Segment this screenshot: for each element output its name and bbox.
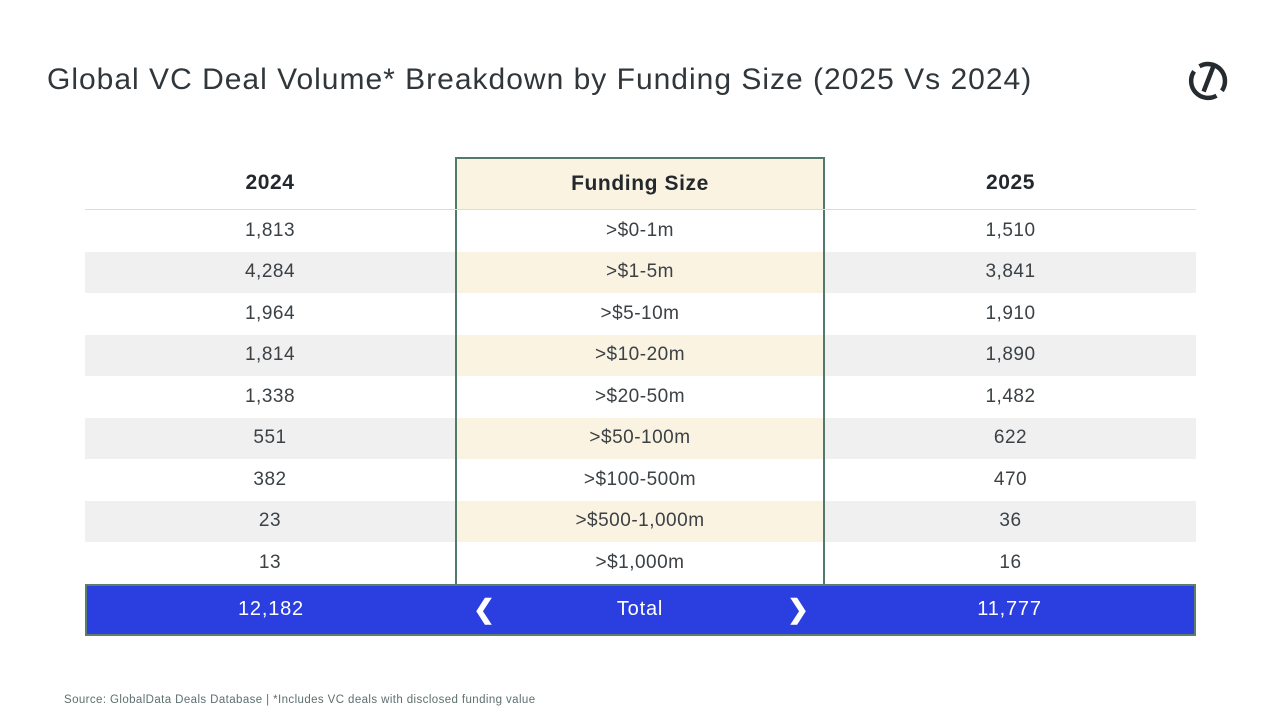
value-2025: 1,890 [825, 334, 1196, 376]
column-header-2024: 2024 [245, 171, 295, 194]
column-header-funding-size: Funding Size [455, 157, 825, 209]
value-2024: 1,964 [244, 302, 296, 324]
value-2025: 1,910 [985, 302, 1036, 324]
funding-size-label: >$500-1,000m [455, 500, 825, 542]
funding-size-table: 2024 Funding Size 2025 1,813 >$0-1m 1,51… [85, 157, 1196, 636]
value-2025: 1,482 [985, 385, 1036, 407]
table-row: 13 >$1,000m 16 [85, 542, 1196, 584]
funding-size-label: >$20-50m [455, 376, 825, 418]
value-2024: 551 [85, 417, 455, 459]
globaldata-logo-icon [1188, 61, 1228, 101]
value-2025: 36 [825, 500, 1196, 542]
total-label: Total [616, 598, 664, 620]
value-2025: 1,510 [985, 219, 1036, 241]
total-value-2025: 11,777 [977, 598, 1042, 620]
column-header-2025: 2025 [985, 171, 1036, 194]
value-2024: 23 [85, 500, 455, 542]
value-2025: 470 [993, 468, 1028, 490]
chevron-left-icon: ❮ [473, 594, 495, 624]
value-2024: 1,813 [244, 219, 296, 241]
table-row: 23 >$500-1,000m 36 [85, 500, 1196, 542]
chevron-right-icon: ❯ [787, 594, 809, 624]
table-row: 1,964 >$5-10m 1,910 [85, 293, 1196, 335]
funding-size-label: >$10-20m [455, 334, 825, 376]
value-2024: 13 [258, 551, 282, 573]
value-2025: 622 [825, 417, 1196, 459]
total-value-2024: 12,182 [238, 598, 304, 620]
table-row: 551 >$50-100m 622 [85, 417, 1196, 459]
table-row: 4,284 >$1-5m 3,841 [85, 251, 1196, 293]
value-2025: 3,841 [825, 251, 1196, 293]
page-title: Global VC Deal Volume* Breakdown by Fund… [47, 63, 1033, 96]
value-2024: 1,338 [244, 385, 296, 407]
value-2025: 16 [999, 551, 1022, 573]
table-header-row: 2024 Funding Size 2025 [85, 157, 1196, 210]
funding-size-label: >$0-1m [455, 210, 825, 252]
funding-size-label: >$5-10m [455, 293, 825, 335]
funding-size-label: >$1,000m [455, 542, 825, 584]
value-2024: 4,284 [85, 251, 455, 293]
table-row: 1,338 >$20-50m 1,482 [85, 376, 1196, 418]
funding-size-label: >$100-500m [455, 459, 825, 501]
value-2024: 1,814 [85, 334, 455, 376]
total-row: 12,182 Total 11,777 ❮ ❯ [85, 583, 1196, 636]
table-row: 1,813 >$0-1m 1,510 [85, 210, 1196, 252]
table-row: 382 >$100-500m 470 [85, 459, 1196, 501]
table-row: 1,814 >$10-20m 1,890 [85, 334, 1196, 376]
funding-size-label: >$1-5m [455, 251, 825, 293]
value-2024: 382 [253, 468, 287, 490]
funding-size-label: >$50-100m [455, 417, 825, 459]
source-footnote: Source: GlobalData Deals Database | *Inc… [64, 694, 536, 706]
